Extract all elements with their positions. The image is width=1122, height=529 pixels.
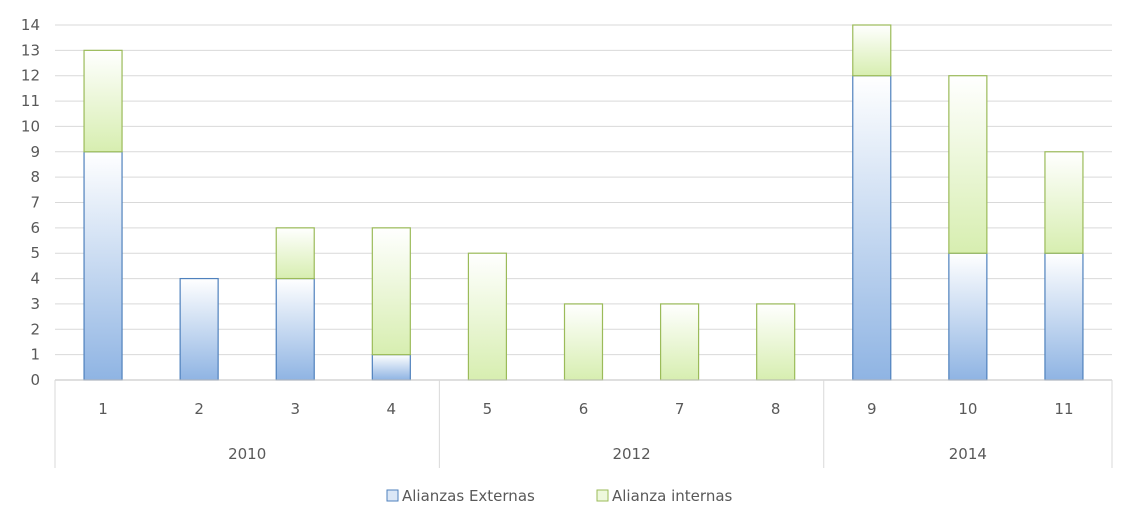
x-tick-label: 4 — [387, 400, 397, 418]
bar-segment-externas — [275, 277, 315, 381]
y-tick-label: 8 — [30, 168, 40, 186]
x-group-label: 2014 — [949, 445, 987, 463]
bar-segment-externas — [371, 354, 411, 381]
y-tick-label: 12 — [21, 67, 40, 85]
legend-swatch-internas — [596, 489, 609, 502]
y-tick-label: 5 — [30, 244, 40, 262]
x-group-label: 2012 — [612, 445, 650, 463]
y-tick-label: 2 — [30, 320, 40, 338]
y-tick-label: 10 — [21, 117, 40, 135]
gridlines — [55, 24, 1112, 356]
x-tick-label: 7 — [675, 400, 685, 418]
x-tick-label: 8 — [771, 400, 781, 418]
y-tick-label: 3 — [30, 295, 40, 313]
bar-segment-internas — [563, 303, 604, 381]
bar-segment-internas — [1044, 151, 1084, 254]
bar-segment-internas — [467, 252, 508, 381]
bar-segment-externas — [852, 75, 892, 381]
y-tick-label: 6 — [30, 219, 40, 237]
legend-label-externas: Alianzas Externas — [402, 487, 535, 505]
legend-label-internas: Alianza internas — [612, 487, 733, 505]
y-tick-label: 14 — [21, 16, 40, 34]
y-tick-label: 4 — [30, 270, 40, 288]
x-group-label: 2010 — [228, 445, 266, 463]
y-tick-label: 11 — [21, 92, 40, 110]
legend: Alianzas Externas Alianza internas — [386, 487, 733, 505]
bar-segment-externas — [1044, 252, 1084, 381]
bar-segment-internas — [948, 75, 988, 254]
y-tick-label: 13 — [21, 41, 40, 59]
x-tick-label: 9 — [867, 400, 877, 418]
y-tick-label: 9 — [30, 143, 40, 161]
y-tick-label: 7 — [30, 194, 40, 212]
bar-segment-externas — [179, 277, 219, 381]
y-tick-label: 0 — [30, 371, 40, 389]
bars — [83, 24, 1084, 381]
x-tick-label: 11 — [1054, 400, 1073, 418]
bar-segment-internas — [852, 24, 892, 77]
y-tick-label: 1 — [30, 346, 40, 364]
bar-segment-internas — [371, 227, 411, 356]
x-tick-label: 6 — [579, 400, 589, 418]
bar-segment-internas — [83, 49, 123, 153]
x-tick-label: 10 — [958, 400, 977, 418]
x-axis: 1 2 3 4 5 6 7 8 9 10 11 2010 2012 2014 — [54, 379, 1113, 468]
x-tick-label: 2 — [194, 400, 204, 418]
bar-segment-externas — [948, 252, 988, 381]
bar-segment-internas — [659, 303, 700, 381]
bar-segment-internas — [756, 303, 796, 381]
x-tick-label: 5 — [483, 400, 493, 418]
x-tick-label: 1 — [98, 400, 108, 418]
bar-segment-internas — [275, 227, 315, 280]
legend-swatch-externas — [386, 489, 399, 502]
x-tick-label: 3 — [290, 400, 300, 418]
bar-segment-externas — [83, 151, 123, 381]
